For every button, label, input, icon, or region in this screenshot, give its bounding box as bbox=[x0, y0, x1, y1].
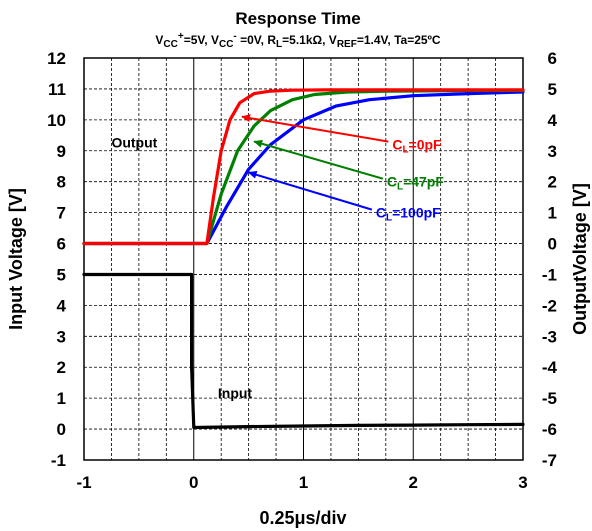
y-left-tick-label: 2 bbox=[57, 358, 66, 377]
chart-subtitle: VCC+=5V, VCC- =0V, RL=5.1kΩ, VREF=1.4V, … bbox=[155, 31, 441, 50]
series-group bbox=[82, 88, 525, 430]
y-left-tick-label: 12 bbox=[47, 49, 66, 68]
y-right-axis-label: OutputVoltage [V] bbox=[570, 183, 590, 335]
grid bbox=[84, 58, 523, 460]
y-left-tick-label: 11 bbox=[48, 80, 66, 99]
y-right-tick-label: 3 bbox=[548, 142, 557, 161]
cl-47pf-label: CL=47pF bbox=[387, 174, 445, 193]
arrow-cl100 bbox=[247, 170, 373, 211]
y-left-tick-label: 10 bbox=[47, 111, 66, 130]
y-left-tick-label: 5 bbox=[57, 265, 66, 284]
x-axis-label: 0.25μs/div bbox=[259, 508, 346, 528]
x-tick-label: -1 bbox=[76, 473, 91, 492]
y-left-tick-label: 4 bbox=[57, 296, 67, 315]
y-right-tick-label: 6 bbox=[548, 49, 557, 68]
y-right-tick-label: -6 bbox=[542, 420, 557, 439]
series-line-3 bbox=[82, 88, 525, 246]
y-right-tick-label: -2 bbox=[542, 296, 557, 315]
y-right-tick-label: 0 bbox=[548, 235, 557, 254]
series-line-0 bbox=[82, 272, 525, 430]
x-tick-labels: -1 0 1 2 3 bbox=[76, 473, 527, 492]
y-left-tick-label: 7 bbox=[57, 204, 66, 223]
y-left-axis-label: Input Voltage [V] bbox=[6, 188, 26, 330]
chart-title: Response Time bbox=[235, 9, 360, 28]
y-left-tick-label: 0 bbox=[57, 420, 66, 439]
annotation-arrows bbox=[241, 114, 389, 211]
arrow-cl47 bbox=[253, 139, 384, 180]
x-tick-label: 2 bbox=[409, 473, 418, 492]
y-left-tick-label: 9 bbox=[57, 142, 66, 161]
y-right-tick-label: -4 bbox=[542, 358, 558, 377]
y-right-tick-label: -5 bbox=[542, 389, 557, 408]
y-right-tick-labels: -7 -6 -5 -4 -3 -2 -1 0 1 2 3 4 5 6 bbox=[542, 49, 558, 470]
arrow-cl0 bbox=[241, 114, 389, 143]
y-left-tick-label: 6 bbox=[57, 235, 66, 254]
series-line-1 bbox=[82, 90, 525, 246]
y-right-tick-label: 2 bbox=[548, 173, 557, 192]
output-label: Output bbox=[111, 135, 157, 151]
y-right-tick-label: -3 bbox=[542, 327, 557, 346]
input-label: Input bbox=[218, 385, 253, 401]
y-right-tick-label: -1 bbox=[542, 265, 557, 284]
y-right-tick-label: 4 bbox=[548, 111, 558, 130]
x-tick-label: 0 bbox=[189, 473, 198, 492]
cl-0pf-label: CL=0pF bbox=[392, 137, 442, 156]
y-left-tick-label: 3 bbox=[57, 327, 66, 346]
y-left-tick-label: 8 bbox=[57, 173, 66, 192]
y-left-tick-label: -1 bbox=[51, 451, 66, 470]
y-right-tick-label: 1 bbox=[548, 204, 557, 223]
y-right-tick-label: 5 bbox=[548, 80, 557, 99]
y-right-tick-label: -7 bbox=[542, 451, 557, 470]
x-tick-label: 1 bbox=[299, 473, 308, 492]
cl-100pf-label: CL=100pF bbox=[376, 205, 441, 224]
plot-frame bbox=[83, 57, 524, 461]
y-left-tick-label: 1 bbox=[57, 389, 66, 408]
x-tick-label: 3 bbox=[518, 473, 527, 492]
